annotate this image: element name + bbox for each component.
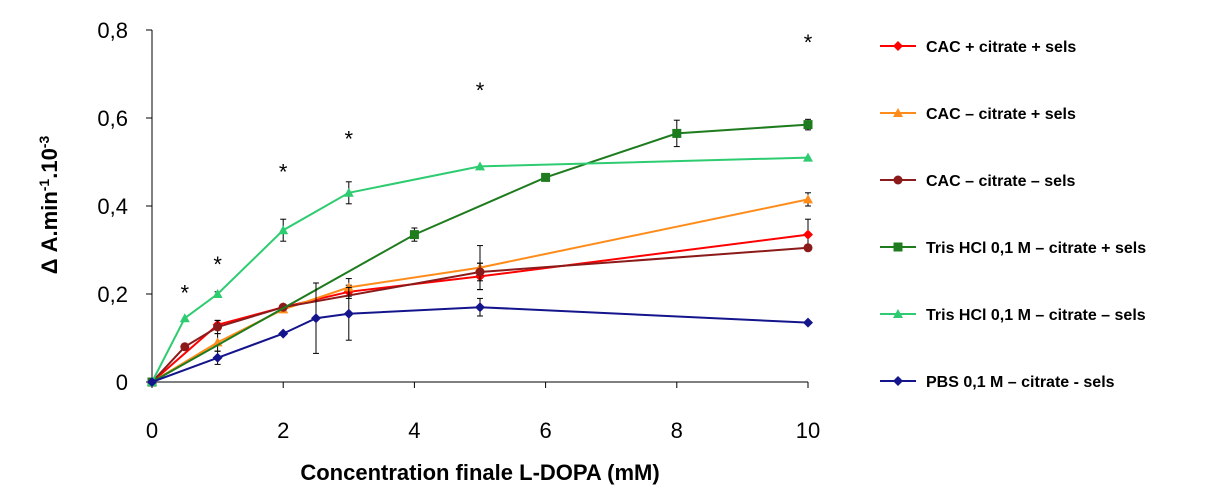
legend-item: CAC + citrate + sels (880, 39, 1076, 56)
legend-item: PBS 0,1 M – citrate - sels (880, 374, 1115, 391)
legend-marker (893, 108, 903, 117)
x-axis-title: Concentration finale L-DOPA (mM) (300, 460, 659, 485)
legend-marker (893, 309, 903, 318)
data-point (343, 308, 354, 319)
data-point (803, 317, 813, 328)
y-tick-label: 0,8 (97, 18, 128, 43)
legend-label: Tris HCl 0,1 M – citrate – sels (926, 307, 1146, 324)
legend-item: Tris HCl 0,1 M – citrate + sels (880, 240, 1146, 257)
data-point (212, 289, 223, 298)
significance-marker: * (476, 78, 485, 103)
series-line (151, 306, 809, 383)
y-axis-title-sup2: -3 (36, 136, 52, 149)
x-tick-label: 2 (277, 418, 289, 443)
y-axis-title-mid: .10 (37, 148, 62, 179)
data-point (803, 229, 813, 240)
chart-series-layer (147, 118, 813, 387)
legend-item: Tris HCl 0,1 M – citrate – sels (880, 307, 1146, 324)
series-line (151, 198, 809, 383)
y-axis-title-main: Δ A.min (37, 191, 62, 274)
data-point (278, 328, 289, 339)
x-tick-label: 6 (539, 418, 551, 443)
legend: CAC + citrate + sels CAC – citrate + sels… (880, 39, 1146, 391)
chart-annotations: * * * * * * (181, 30, 813, 306)
legend-label: CAC – citrate – sels (926, 173, 1076, 190)
data-point (803, 152, 813, 162)
y-tick-label: 0,6 (97, 106, 128, 131)
data-point (147, 377, 157, 387)
y-axis-title-sup1: -1 (36, 179, 52, 192)
data-point (409, 230, 419, 240)
significance-marker: * (345, 127, 354, 152)
data-point (803, 243, 813, 253)
legend-label: PBS 0,1 M – citrate - sels (926, 374, 1115, 391)
x-tick-label: 4 (408, 418, 420, 443)
data-point (343, 187, 354, 197)
chart-axes: 0 0,2 0,4 0,6 0,8 0 2 4 6 8 10 (97, 18, 820, 443)
data-point (803, 194, 813, 204)
series-2 (147, 192, 813, 386)
y-axis-title: Δ A.min-1.10-3 (36, 136, 62, 275)
significance-marker: * (279, 160, 288, 185)
data-point (278, 225, 289, 235)
data-point (179, 313, 190, 323)
y-tick-label: 0 (116, 370, 128, 395)
data-point (475, 161, 485, 171)
legend-marker (893, 242, 903, 252)
legend-label: CAC – citrate + sels (926, 106, 1076, 123)
data-point (475, 302, 485, 313)
significance-marker: * (804, 30, 813, 55)
legend-item: CAC – citrate – sels (880, 173, 1076, 190)
x-tick-label: 0 (146, 418, 158, 443)
data-point (803, 120, 813, 130)
significance-marker: * (181, 281, 190, 306)
data-point (475, 267, 485, 277)
x-tick-label: 10 (796, 418, 820, 443)
series-6 (147, 282, 813, 387)
legend-label: CAC + citrate + sels (926, 39, 1076, 56)
x-tick-label: 8 (671, 418, 683, 443)
y-tick-label: 0,4 (97, 194, 128, 219)
data-point (212, 352, 223, 363)
series-line (151, 246, 809, 383)
data-point (180, 342, 190, 352)
legend-marker (893, 41, 903, 51)
series-4 (147, 118, 813, 387)
legend-item: CAC – citrate + sels (880, 106, 1076, 123)
significance-marker: * (213, 252, 222, 277)
data-point (213, 322, 223, 332)
legend-marker (893, 376, 903, 386)
data-point (311, 313, 321, 324)
data-point (541, 172, 551, 182)
data-point (672, 128, 682, 138)
y-tick-label: 0,2 (97, 282, 128, 307)
legend-marker (893, 175, 903, 185)
legend-label: Tris HCl 0,1 M – citrate + sels (926, 240, 1146, 257)
